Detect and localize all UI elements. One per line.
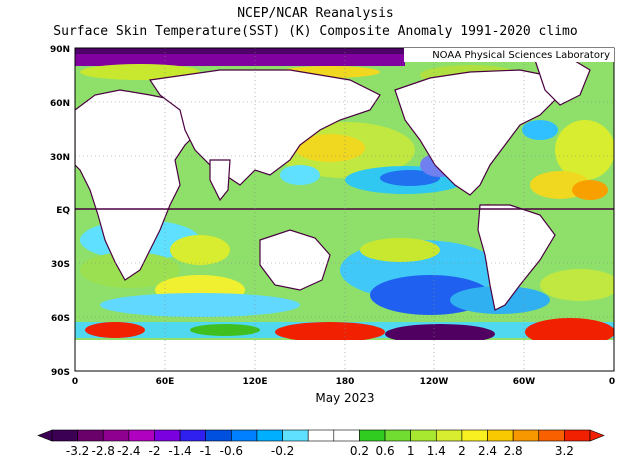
colorbar-tick-label: -2 — [148, 444, 160, 458]
colorbar-tick-label: 0.6 — [376, 444, 395, 458]
colorbar-swatch — [154, 429, 181, 442]
colorbar — [37, 429, 605, 442]
lat-label-30s: 30S — [51, 260, 70, 270]
lon-label-120e: 120E — [243, 377, 268, 387]
colorbar-tick-label: 2.4 — [478, 444, 497, 458]
colorbar-max-arrow — [589, 429, 605, 442]
credit-box — [404, 48, 614, 62]
lon-label-60e: 60E — [156, 377, 175, 387]
colorbar-swatch — [564, 429, 591, 442]
colorbar-tick-label: 1 — [407, 444, 415, 458]
colorbar-swatch — [512, 429, 540, 442]
colorbar-tick-label: -1.4 — [168, 444, 191, 458]
colorbar-swatch — [435, 429, 463, 442]
colorbar-tick-label: -3.2 — [66, 444, 89, 458]
map-frame — [74, 47, 615, 372]
lat-label-60n: 60N — [50, 99, 70, 109]
colorbar-swatch — [77, 429, 104, 442]
lat-label-30n: 30N — [50, 153, 70, 163]
colorbar-swatch — [102, 429, 130, 442]
lat-label-60s: 60S — [51, 314, 70, 324]
colorbar-min-arrow — [37, 429, 53, 442]
credit-text: NOAA Physical Sciences Laboratory — [432, 50, 610, 61]
colorbar-swatch — [51, 429, 78, 442]
colorbar-swatch — [538, 429, 565, 442]
lon-label-180: 180 — [336, 377, 355, 387]
map-subtitle: Surface Skin Temperature(SST) (K) Compos… — [53, 24, 578, 39]
lat-label-90n: 90N — [50, 45, 70, 55]
colorbar-swatch — [282, 429, 309, 442]
period-label: May 2023 — [315, 391, 374, 405]
colorbar-tick-label: -2.8 — [92, 444, 115, 458]
lon-label-120w: 120W — [420, 377, 449, 387]
colorbar-tick-label: -0.2 — [271, 444, 294, 458]
sst-field — [75, 48, 614, 371]
colorbar-swatch — [359, 429, 386, 442]
colorbar-swatch — [461, 429, 488, 442]
colorbar-labels: -3.2 -2.8 -2.4 -2 -1.4 -1 -0.6 -0.2 0.2 0.6 1 1.4 2 2… — [66, 444, 574, 458]
colorbar-tick-label: 0.2 — [350, 444, 369, 458]
colorbar-tick-label: 2.8 — [504, 444, 523, 458]
colorbar-tick-label: -2.4 — [117, 444, 140, 458]
lat-label-eq: EQ — [56, 206, 70, 216]
colorbar-tick-label: -0.6 — [220, 444, 243, 458]
colorbar-swatch — [410, 429, 437, 442]
colorbar-swatch — [205, 429, 232, 442]
colorbar-tick-label: 3.2 — [555, 444, 574, 458]
colorbar-swatch — [384, 429, 411, 442]
colorbar-swatch — [487, 429, 514, 442]
colorbar-swatch — [333, 429, 360, 442]
colorbar-swatch — [179, 429, 207, 442]
map-title: NCEP/NCAR Reanalysis — [237, 6, 394, 21]
colorbar-tick-label: -1 — [200, 444, 212, 458]
lat-label-90s: 90S — [51, 368, 70, 378]
colorbar-tick-label: 1.4 — [427, 444, 446, 458]
colorbar-swatch — [256, 429, 283, 442]
colorbar-swatch — [307, 429, 335, 442]
lon-label-0: 0 — [72, 377, 78, 387]
colorbar-swatch — [231, 429, 258, 442]
colorbar-tick-label: 2 — [458, 444, 466, 458]
colorbar-swatch — [128, 429, 155, 442]
lon-label-60w: 60W — [513, 377, 536, 387]
lon-label-0-east: 0 — [609, 377, 615, 387]
